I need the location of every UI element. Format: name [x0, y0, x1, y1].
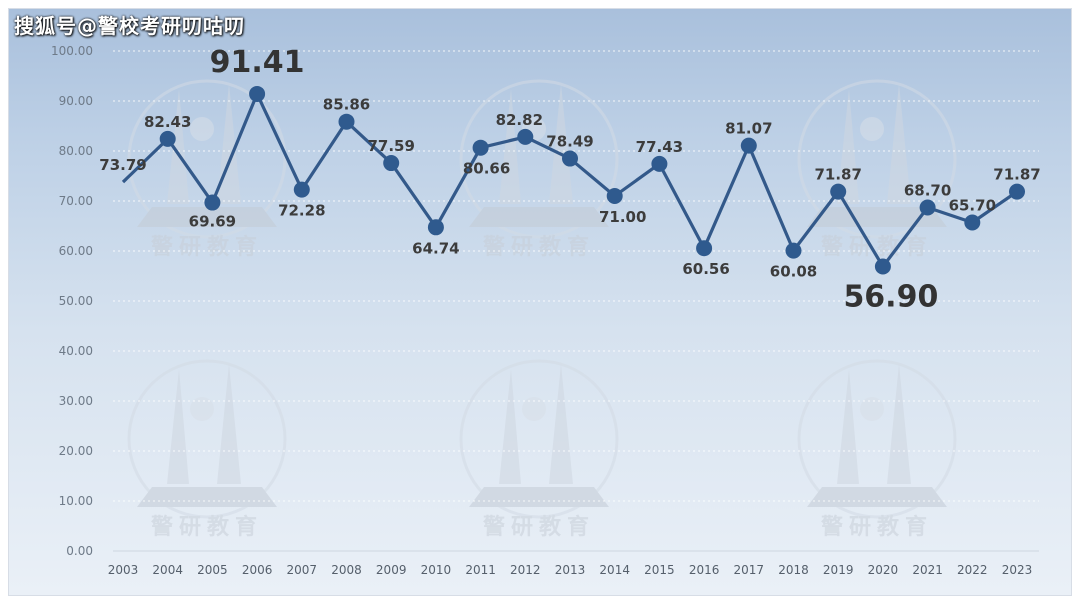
- x-tick-label: 2018: [778, 563, 809, 577]
- x-tick-label: 2015: [644, 563, 675, 577]
- chart-frame: 警研教育 警研教育 警研教育 警研教育 警研教育 警研教育 0.00 10.00 20.00 3…: [8, 8, 1072, 596]
- data-point: [785, 242, 802, 259]
- data-point: [562, 150, 578, 167]
- y-tick-label: 50.00: [59, 294, 93, 308]
- data-label: 85.86: [323, 96, 370, 114]
- x-tick-label: 2013: [555, 563, 586, 577]
- data-label: 73.79: [99, 156, 146, 174]
- brand-logo-watermark: 警研教育: [797, 79, 957, 260]
- data-point: [517, 128, 534, 145]
- x-tick-label: 2009: [376, 563, 407, 577]
- brand-logo-watermark: 警研教育: [797, 359, 957, 540]
- x-tick-label: 2008: [331, 563, 362, 577]
- x-tick-label: 2007: [287, 563, 318, 577]
- x-tick-label: 2014: [599, 563, 630, 577]
- y-tick-label: 90.00: [59, 94, 93, 108]
- x-tick-label: 2004: [152, 563, 183, 577]
- y-tick-label: 100.00: [51, 44, 93, 58]
- x-tick-label: 2023: [1002, 563, 1033, 577]
- data-point: [1009, 183, 1025, 200]
- data-label: 69.69: [189, 213, 236, 231]
- x-tick-label: 2016: [689, 563, 720, 577]
- x-tick-label: 2019: [823, 563, 854, 577]
- data-label: 60.56: [682, 260, 729, 278]
- data-label: 65.70: [949, 197, 996, 215]
- data-label: 81.07: [725, 120, 772, 138]
- y-tick-label: 10.00: [59, 494, 93, 508]
- data-label: 71.87: [993, 166, 1040, 184]
- data-label: 68.70: [904, 182, 951, 200]
- data-point: [293, 181, 310, 198]
- data-label: 71.87: [814, 166, 861, 184]
- data-label: 82.82: [496, 111, 543, 129]
- x-tick-label: 2005: [197, 563, 228, 577]
- brand-logo-text: 警研教育: [150, 514, 263, 540]
- x-tick-label: 2010: [421, 563, 452, 577]
- y-tick-label: 60.00: [59, 244, 93, 258]
- y-tick-label: 40.00: [59, 344, 93, 358]
- brand-logo-watermark: 警研教育: [127, 79, 287, 260]
- brand-logo-text: 警研教育: [482, 514, 595, 540]
- data-label: 82.43: [144, 113, 191, 131]
- data-point: [606, 188, 623, 204]
- brand-logo-watermark: 警研教育: [459, 79, 619, 260]
- data-point: [472, 139, 489, 156]
- x-tick-label: 2006: [242, 563, 273, 577]
- data-label: 60.08: [770, 263, 817, 281]
- x-tick-label: 2012: [510, 563, 541, 577]
- data-label: 78.49: [546, 133, 593, 151]
- series-line: [121, 85, 1025, 275]
- data-point: [919, 199, 936, 216]
- brand-logo-watermark: 警研教育: [459, 359, 619, 540]
- y-tick-label: 0.00: [66, 544, 93, 558]
- data-label: 72.28: [278, 202, 325, 220]
- y-tick-label: 20.00: [59, 444, 93, 458]
- x-tick-label: 2020: [868, 563, 899, 577]
- data-label: 64.74: [412, 239, 459, 257]
- y-tick-label: 30.00: [59, 394, 93, 408]
- data-label-highlight: 56.90: [843, 280, 938, 315]
- data-point: [383, 155, 400, 172]
- data-point: [651, 155, 668, 172]
- data-point: [427, 219, 444, 236]
- data-point: [204, 194, 221, 211]
- data-labels: 73.79 82.43 69.69 91.41 72.28 85.86 77.59 64.74…: [99, 45, 1040, 315]
- data-point: [159, 130, 176, 147]
- x-tick-label: 2011: [465, 563, 496, 577]
- brand-logo-text: 警研教育: [820, 234, 933, 260]
- x-tick-label: 2021: [912, 563, 943, 577]
- brand-logo-watermark: 警研教育: [127, 359, 287, 540]
- data-label: 71.00: [599, 208, 646, 226]
- x-tick-label: 2017: [734, 563, 765, 577]
- x-tick-label: 2003: [108, 563, 139, 577]
- data-point: [830, 183, 847, 200]
- brand-logo-text: 警研教育: [150, 234, 263, 260]
- y-tick-label: 80.00: [59, 144, 93, 158]
- watermark-text: 搜狐号@警校考研叨咕叨: [14, 14, 245, 38]
- data-point: [740, 137, 757, 154]
- brand-logo-text: 警研教育: [820, 514, 933, 540]
- data-label: 80.66: [463, 160, 510, 178]
- data-point: [249, 85, 266, 102]
- brand-logo-text: 警研教育: [482, 234, 595, 260]
- gridlines: [113, 50, 1039, 552]
- data-point: [874, 258, 891, 275]
- data-point: [338, 113, 355, 130]
- x-axis: 2003 2004 2005 2006 2007 2008 2009 2010 2011 2012…: [108, 563, 1033, 577]
- y-axis: 0.00 10.00 20.00 30.00 40.00 50.00 60.00 70.00 8…: [51, 44, 93, 558]
- y-tick-label: 70.00: [59, 194, 93, 208]
- data-point: [964, 214, 981, 231]
- data-label: 77.43: [636, 138, 683, 156]
- x-tick-label: 2022: [957, 563, 988, 577]
- data-label: 77.59: [367, 137, 414, 155]
- data-point: [696, 240, 713, 257]
- data-label-highlight: 91.41: [210, 45, 305, 80]
